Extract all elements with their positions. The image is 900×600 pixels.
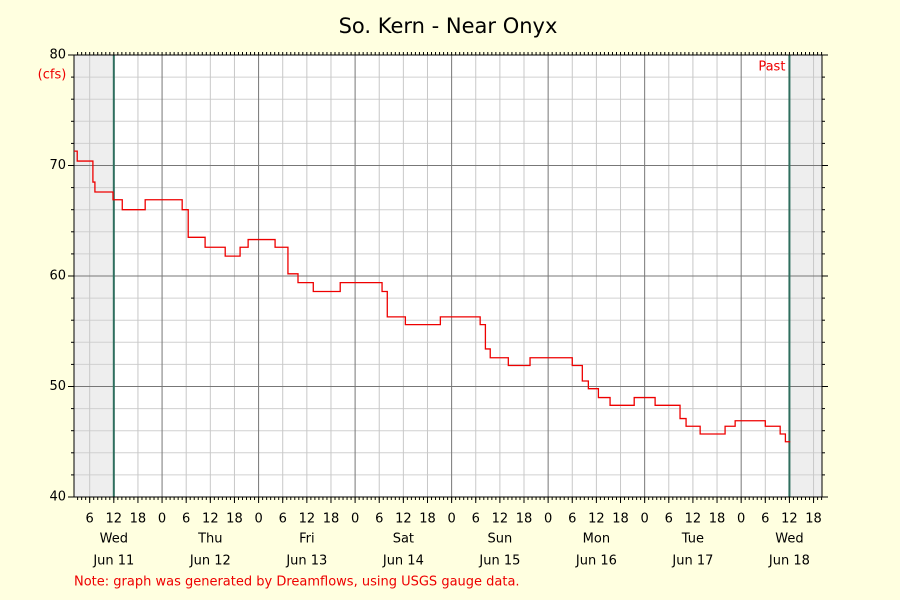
x-tick-label: 6 — [279, 512, 287, 527]
x-tick-label: 6 — [568, 512, 576, 527]
date-label: Jun 11 — [92, 554, 134, 569]
x-tick-label: 12 — [202, 512, 219, 527]
x-tick-label: 0 — [254, 512, 262, 527]
x-tick-label: 6 — [665, 512, 673, 527]
x-tick-label: 12 — [299, 512, 316, 527]
date-label: Jun 15 — [478, 554, 520, 569]
x-tick-label: 0 — [641, 512, 649, 527]
y-tick-label: 40 — [49, 490, 66, 505]
x-tick-label: 18 — [612, 512, 629, 527]
x-tick-label: 18 — [419, 512, 436, 527]
x-tick-label: 6 — [761, 512, 769, 527]
past-label: Past — [758, 60, 785, 75]
chart-title: So. Kern - Near Onyx — [339, 14, 558, 38]
plot-border — [73, 54, 823, 498]
date-label: Jun 17 — [671, 554, 713, 569]
weekday-label: Sat — [393, 532, 414, 547]
x-tick-label: 6 — [86, 512, 94, 527]
x-tick-label: 18 — [323, 512, 340, 527]
weekday-label: Wed — [100, 532, 128, 547]
weekday-label: Sun — [488, 532, 513, 547]
x-tick-label: 18 — [130, 512, 147, 527]
y-tick-label: 50 — [49, 379, 66, 394]
x-tick-label: 6 — [472, 512, 480, 527]
y-unit: (cfs) — [38, 68, 67, 83]
x-tick-label: 0 — [447, 512, 455, 527]
weekday-label: Thu — [197, 532, 222, 547]
x-tick-label: 12 — [106, 512, 123, 527]
x-tick-label: 18 — [226, 512, 243, 527]
x-tick-label: 0 — [544, 512, 552, 527]
date-label: Jun 14 — [382, 554, 424, 569]
x-tick-label: 18 — [709, 512, 726, 527]
x-tick-label: 0 — [737, 512, 745, 527]
note: Note: graph was generated by Dreamflows,… — [74, 575, 520, 590]
x-tick-label: 18 — [805, 512, 822, 527]
x-tick-label: 6 — [182, 512, 190, 527]
y-tick-label: 80 — [49, 48, 66, 63]
x-tick-label: 18 — [516, 512, 533, 527]
y-tick-label: 70 — [49, 158, 66, 173]
weekday-label: Wed — [775, 532, 803, 547]
date-label: Jun 13 — [285, 554, 327, 569]
date-label: Jun 12 — [189, 554, 231, 569]
data-line — [74, 150, 791, 443]
x-tick-label: 12 — [492, 512, 509, 527]
x-tick-label: 12 — [588, 512, 605, 527]
date-label: Jun 18 — [768, 554, 810, 569]
weekday-label: Fri — [299, 532, 315, 547]
y-tick-label: 60 — [49, 269, 66, 284]
x-tick-label: 0 — [351, 512, 359, 527]
x-tick-label: 12 — [395, 512, 412, 527]
x-tick-label: 12 — [781, 512, 798, 527]
x-tick-label: 0 — [158, 512, 166, 527]
x-tick-label: 6 — [375, 512, 383, 527]
weekday-label: Mon — [583, 532, 610, 547]
weekday-label: Tue — [681, 532, 704, 547]
date-label: Jun 16 — [575, 554, 617, 569]
x-tick-label: 12 — [685, 512, 702, 527]
